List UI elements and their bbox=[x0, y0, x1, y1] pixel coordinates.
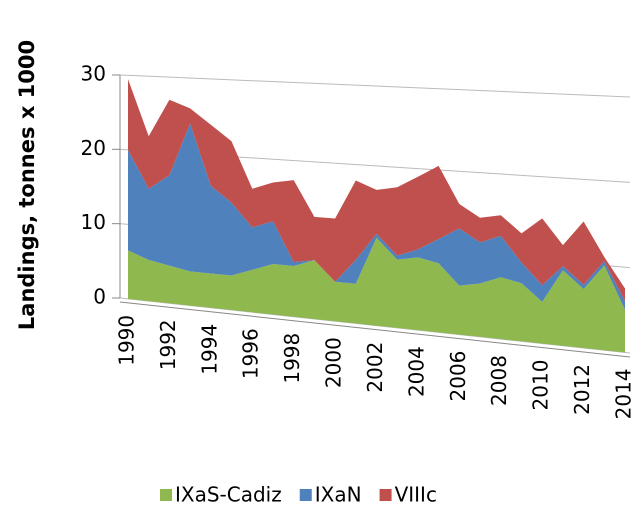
y-tick-label: 30 bbox=[81, 62, 106, 86]
legend-label: IXaS-Cadiz bbox=[175, 483, 282, 507]
x-tick-label: 2012 bbox=[570, 364, 594, 415]
y-axis-title: Landings, tonnes x 1000 bbox=[15, 40, 39, 330]
x-tick-label: 2002 bbox=[363, 342, 387, 393]
x-tick-label: 1998 bbox=[280, 333, 304, 384]
legend-swatch bbox=[160, 489, 172, 501]
x-tick-label: 2006 bbox=[446, 351, 470, 402]
x-tick-label: 1990 bbox=[115, 315, 139, 366]
x-tick-label: 2004 bbox=[404, 346, 428, 397]
x-tick-label: 2010 bbox=[529, 360, 553, 411]
legend-label: IXaN bbox=[315, 483, 362, 507]
x-tick-label: 1992 bbox=[156, 319, 180, 370]
y-tick-label: 10 bbox=[81, 210, 106, 234]
legend-swatch bbox=[300, 489, 312, 501]
x-tick-label: 2008 bbox=[487, 355, 511, 406]
legend-label: VIIIc bbox=[395, 483, 437, 507]
legend-swatch bbox=[380, 489, 392, 501]
x-tick-label: 2000 bbox=[322, 337, 346, 388]
grid-line bbox=[120, 75, 630, 97]
x-tick-label: 1994 bbox=[197, 324, 221, 375]
x-tick-label: 2014 bbox=[612, 368, 634, 419]
y-tick-label: 0 bbox=[93, 285, 106, 309]
x-tick-label: 1996 bbox=[239, 328, 263, 379]
y-tick-label: 20 bbox=[81, 136, 106, 160]
